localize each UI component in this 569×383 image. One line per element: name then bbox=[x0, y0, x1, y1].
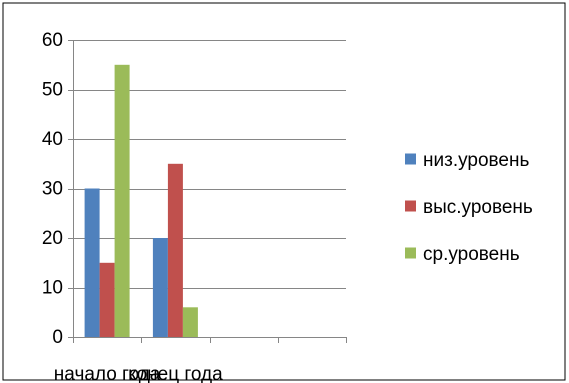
bar-series2-cat1 bbox=[182, 307, 198, 337]
legend-swatch-2 bbox=[405, 247, 416, 259]
y-tick-label-0: 0 bbox=[52, 327, 63, 348]
bar-series0-cat1 bbox=[152, 238, 168, 337]
x-tick-label-0: начало года bbox=[54, 364, 161, 383]
x-tick-label-1: конец года bbox=[128, 364, 223, 383]
bars bbox=[84, 64, 198, 338]
y-tick-label-40: 40 bbox=[42, 129, 63, 150]
legend: низ.уровень выс.уровень ср.уровень bbox=[405, 150, 533, 265]
legend-label-0: низ.уровень bbox=[423, 150, 529, 171]
y-tick-label-20: 20 bbox=[42, 228, 63, 249]
legend-swatch-0 bbox=[405, 153, 416, 165]
axes bbox=[68, 40, 347, 343]
bar-series1-cat1 bbox=[167, 163, 183, 338]
y-tick-label-30: 30 bbox=[42, 179, 63, 200]
bar-series2-cat0 bbox=[114, 64, 130, 338]
bar-series0-cat0 bbox=[84, 188, 100, 337]
legend-label-1: выс.уровень bbox=[423, 197, 533, 218]
legend-swatch-1 bbox=[405, 200, 416, 212]
y-tick-label-50: 50 bbox=[42, 80, 63, 101]
y-tick-label-10: 10 bbox=[42, 278, 63, 299]
legend-label-2: ср.уровень bbox=[423, 244, 520, 265]
gridlines bbox=[73, 40, 346, 289]
y-tick-labels: 0 10 20 30 40 50 60 bbox=[42, 30, 63, 348]
y-tick-label-60: 60 bbox=[42, 30, 63, 51]
bar-series1-cat0 bbox=[99, 262, 115, 338]
